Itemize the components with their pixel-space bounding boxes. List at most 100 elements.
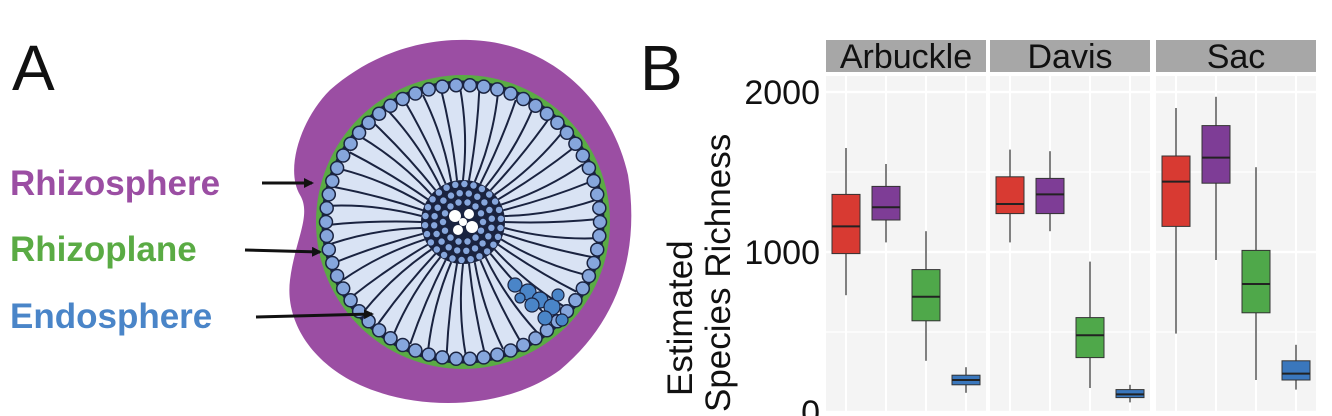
stele-cell — [488, 215, 495, 222]
epidermis-cell — [589, 187, 605, 202]
stele-cell — [440, 197, 447, 204]
cell-wall-line — [479, 99, 517, 185]
stele-cell — [461, 180, 468, 188]
cell-wall-line — [479, 259, 522, 343]
cell-wall-line — [440, 90, 458, 181]
cell-wall-line — [427, 261, 453, 351]
cell-wall-line — [335, 232, 423, 263]
epidermis-cell — [335, 148, 351, 163]
epidermis-cell — [586, 255, 601, 271]
cell-wall-line — [473, 93, 499, 183]
rhizoplane-arrow — [244, 246, 322, 257]
y-axis-title-line1: Estimated — [661, 240, 700, 396]
cell-wall-line — [497, 147, 575, 201]
stele-cell — [471, 245, 479, 252]
cell-wall-line — [331, 227, 422, 245]
cell-wall-line — [484, 256, 538, 334]
epidermis-cell — [329, 160, 345, 176]
cell-wall-line — [334, 186, 424, 212]
stele-cell — [472, 203, 479, 210]
epidermis-cell — [361, 314, 376, 329]
stele-cell — [443, 184, 450, 191]
epidermis-cell — [395, 337, 410, 353]
epidermis-cell — [539, 323, 555, 338]
epidermis-cell — [325, 255, 340, 271]
epidermis-cell — [586, 173, 601, 189]
stele-cell — [458, 256, 465, 264]
epidermis-cell — [568, 293, 583, 308]
stele-cell — [452, 181, 459, 188]
cell-wall-line — [349, 151, 429, 201]
epidermis-cell — [592, 200, 607, 216]
xylem-vessel — [464, 209, 474, 219]
epidermis-cell — [559, 125, 575, 141]
stele-cell — [490, 241, 497, 248]
stele-cell — [438, 238, 445, 245]
y-tick-label: 0 — [801, 394, 820, 416]
box — [995, 176, 1025, 215]
epidermis-cell — [448, 77, 464, 93]
cell-wall-line — [504, 227, 596, 240]
stele-cell — [439, 218, 447, 226]
endophyte-cell — [507, 277, 523, 293]
stele-cell — [495, 206, 503, 214]
stele-cell — [472, 234, 479, 241]
stele-cell — [491, 198, 499, 205]
box — [1201, 125, 1231, 184]
epidermis-cell — [476, 79, 491, 94]
epidermis-cell — [448, 351, 464, 367]
epidermis-cell — [319, 200, 334, 216]
box — [871, 185, 901, 221]
cell-wall-line — [342, 238, 426, 281]
stele-cell — [433, 246, 440, 253]
cell-wall-line — [404, 101, 447, 185]
epidermis-cell — [435, 350, 450, 365]
epidermis-cell — [589, 242, 605, 257]
epidermis-cell — [395, 91, 410, 107]
stele-cell — [421, 222, 429, 229]
xylem-vessel — [466, 221, 478, 233]
stele-cell — [477, 227, 485, 234]
epidermis-cell — [329, 268, 345, 284]
stele-cell — [486, 191, 493, 198]
epidermis-cell — [592, 228, 607, 244]
stele-cell — [435, 189, 443, 196]
epidermis-cell — [462, 77, 478, 93]
endophyte-cell — [524, 297, 540, 313]
cell-wall-line — [445, 263, 458, 355]
epidermis-cell — [528, 331, 543, 346]
epidermis-cell — [343, 136, 358, 151]
stele-cell — [447, 234, 454, 241]
stele-cell — [431, 222, 438, 229]
stele-cell — [455, 238, 462, 245]
panel-b-letter: B — [640, 32, 683, 104]
box — [1241, 249, 1271, 314]
stele-cell — [441, 227, 449, 234]
stele-cell — [463, 247, 470, 254]
stele-cell — [470, 182, 477, 189]
facet-label: Davis — [1027, 38, 1112, 76]
box — [831, 193, 861, 255]
epidermis-cell — [476, 350, 491, 365]
epidermis-cell — [550, 115, 565, 130]
endophyte-cell — [551, 288, 565, 302]
cell-wall-line — [484, 108, 534, 188]
stele-cell — [445, 244, 452, 251]
box — [1075, 317, 1105, 359]
box — [911, 269, 941, 322]
cell-wall-line — [373, 122, 437, 191]
panel-a-letter: A — [12, 32, 55, 104]
stele-cell — [483, 248, 491, 255]
stele-cell — [481, 199, 488, 206]
stele-cell — [423, 230, 431, 238]
y-tick-label: 2000 — [744, 74, 820, 112]
stele-cell — [422, 212, 429, 220]
cortex-cell-walls — [329, 88, 597, 356]
stele-cell — [427, 239, 435, 246]
epidermis-cell — [383, 98, 398, 113]
epidermis-cell — [462, 351, 478, 367]
species-richness-boxplot: Estimated Species Richness 0 1000 2000 Arbuck… — [661, 38, 1316, 416]
epidermis-cell — [371, 106, 387, 121]
cell-wall-line — [503, 181, 591, 212]
facet-label: Arbuckle — [840, 38, 972, 76]
